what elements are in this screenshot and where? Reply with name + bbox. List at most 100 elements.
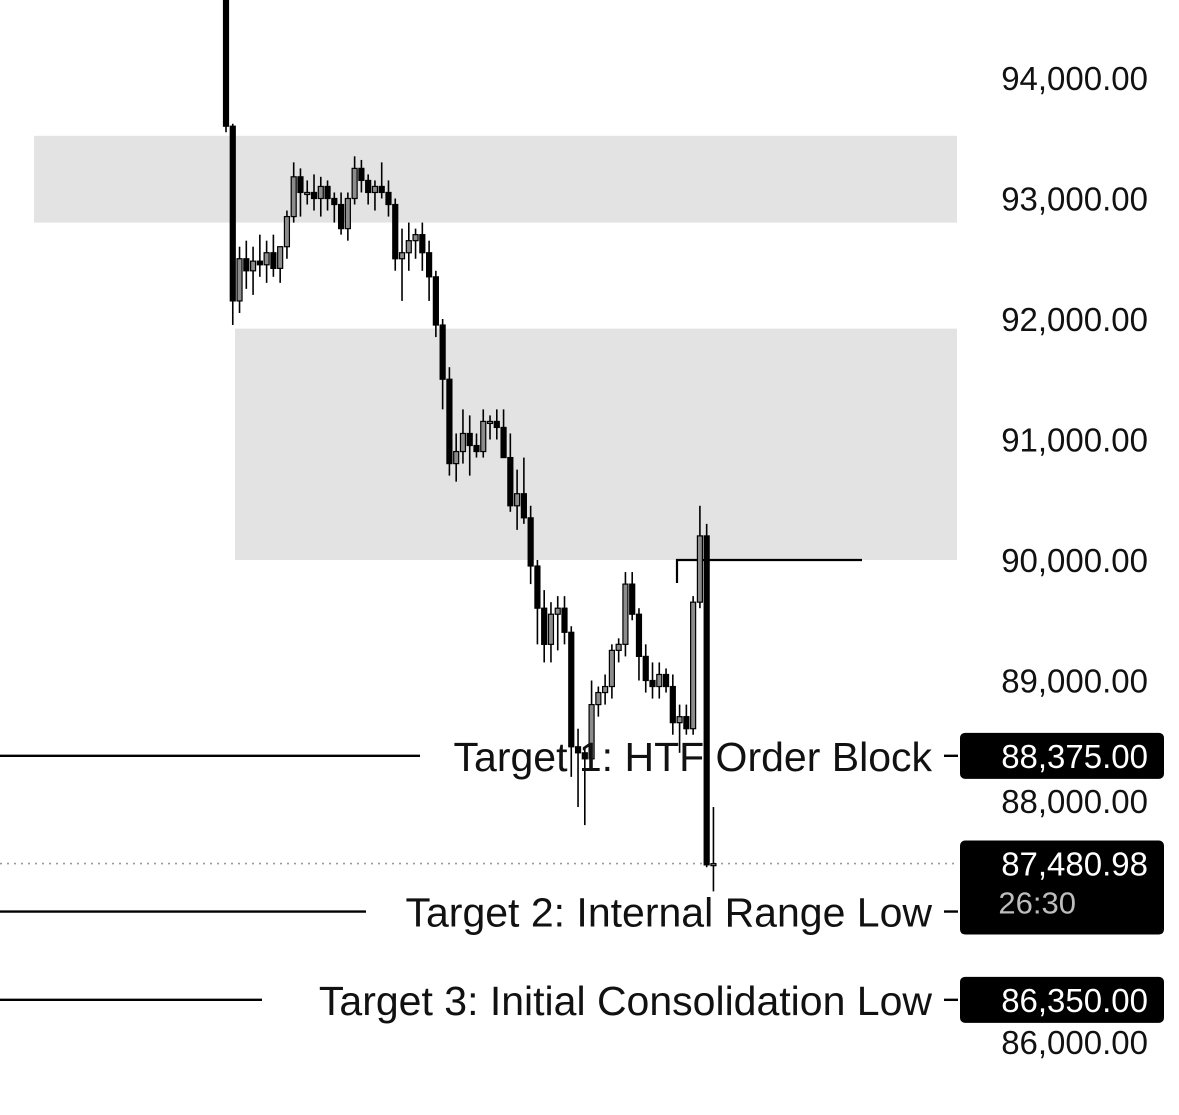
- price-axis: 94,000.00 93,000.00 92,000.00 91,000.00 90,0…: [960, 60, 1164, 1061]
- candle-body: [331, 197, 338, 206]
- current-price-badge: [960, 840, 1164, 929]
- level-90000-line: [675, 558, 862, 583]
- candle-body: [371, 185, 379, 194]
- candle-body: [426, 252, 433, 278]
- candle-body: [412, 234, 419, 242]
- price-tick-label: 89,000.00: [1001, 663, 1148, 700]
- candle-body: [696, 535, 704, 603]
- candle-body: [642, 655, 649, 682]
- candle-body: [473, 444, 480, 453]
- candle-body: [310, 191, 318, 200]
- candle-body: [547, 613, 555, 645]
- lines-layer: [0, 558, 958, 1002]
- candle-body: [615, 643, 622, 651]
- price-tick-label: 86,000.00: [1001, 1024, 1148, 1061]
- candle-body: [622, 583, 629, 645]
- candle-body: [419, 234, 426, 254]
- candle-body: [290, 176, 297, 218]
- candle-body: [514, 493, 521, 507]
- candle-body: [588, 703, 595, 760]
- candle-body: [554, 607, 561, 615]
- price-tick-label: 88,000.00: [1001, 783, 1148, 820]
- candle-body: [392, 203, 399, 260]
- target-price-label: 88,375.00: [1001, 738, 1148, 775]
- candle-body: [534, 565, 541, 609]
- candle-body: [703, 535, 710, 866]
- middle-zone: [235, 328, 957, 560]
- price-tick-label: 93,000.00: [1001, 181, 1148, 218]
- target-price-label: 86,350.00: [1001, 982, 1148, 1019]
- upper-zone: [34, 135, 957, 223]
- candle-body: [541, 607, 548, 645]
- candle-body: [270, 252, 277, 269]
- candle-body: [297, 176, 304, 194]
- candle-body: [229, 125, 236, 302]
- candle-body: [635, 613, 643, 657]
- zones-layer: [34, 135, 957, 560]
- candle-body: [656, 673, 663, 688]
- candle-body: [507, 456, 514, 507]
- candle-body: [351, 167, 358, 200]
- candle-body: [236, 258, 243, 302]
- candle-body: [378, 185, 385, 194]
- candle-body: [527, 517, 534, 567]
- candle-body: [405, 240, 412, 254]
- target-label: Target 3: Initial Consolidation Low: [319, 978, 932, 1024]
- target-price-badge: [960, 976, 1164, 1023]
- candle-body: [710, 863, 717, 867]
- candle-body: [317, 185, 324, 200]
- candle-body: [432, 276, 439, 326]
- candle-body: [446, 378, 453, 465]
- candles-layer: [222, 0, 717, 892]
- price-tick-label: 92,000.00: [1001, 301, 1148, 338]
- candle-body: [581, 752, 588, 760]
- candle-body: [263, 252, 270, 266]
- candle-body: [459, 432, 467, 453]
- price-tick-label: 94,000.00: [1001, 60, 1148, 97]
- candle-countdown-label: 26:30: [998, 886, 1076, 921]
- candle-body: [676, 716, 683, 724]
- candle-body: [629, 583, 636, 615]
- candle-body: [608, 649, 615, 688]
- candle-body: [365, 179, 372, 194]
- candle-body: [243, 258, 250, 272]
- candle-body: [520, 493, 527, 519]
- candle-body: [277, 246, 284, 269]
- candle-body: [683, 716, 690, 730]
- candle-body: [493, 420, 500, 429]
- candle-body: [466, 432, 473, 447]
- candle-body: [249, 260, 257, 272]
- candle-body: [595, 691, 602, 706]
- candle-body: [574, 746, 582, 754]
- candle-body: [358, 167, 365, 182]
- candle-body: [568, 631, 575, 748]
- candle-body: [453, 450, 460, 465]
- candle-body: [649, 679, 656, 688]
- candle-body: [337, 203, 345, 230]
- target-label: Target 1: HTF Order Block: [454, 734, 933, 780]
- candle-body: [690, 601, 697, 730]
- candle-body: [222, 0, 230, 127]
- candle-body: [500, 426, 507, 459]
- candle-body: [662, 673, 670, 688]
- text-layer: Target 1: HTF Order Block Target 2: Inter…: [319, 734, 933, 1024]
- candle-body: [480, 420, 487, 453]
- candle-body: [669, 685, 676, 724]
- candle-body: [344, 197, 351, 230]
- candle-body: [256, 260, 263, 266]
- candle-body: [283, 215, 291, 248]
- candle-body: [486, 420, 494, 425]
- candle-body: [439, 324, 446, 380]
- candle-body: [385, 191, 392, 206]
- candle-body: [602, 685, 609, 694]
- candle-body: [304, 191, 311, 196]
- candle-body: [324, 185, 331, 200]
- target-label: Target 2: Internal Range Low: [406, 890, 933, 936]
- price-tick-label: 91,000.00: [1001, 422, 1148, 459]
- price-tick-label: 90,000.00: [1001, 542, 1148, 579]
- target-price-badge: [960, 732, 1164, 779]
- candle-body: [398, 252, 406, 260]
- candle-body: [561, 607, 568, 633]
